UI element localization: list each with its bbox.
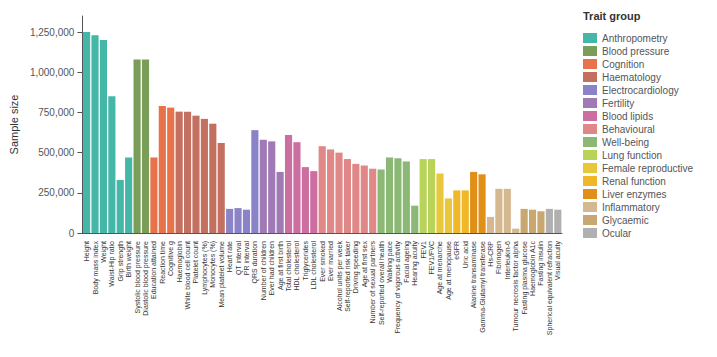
svg-text:Blood pressure: Blood pressure — [602, 46, 670, 57]
svg-text:Haemoglobin A1c: Haemoglobin A1c — [529, 241, 537, 296]
svg-text:Tumour necrosis factor alpha: Tumour necrosis factor alpha — [512, 241, 520, 331]
svg-text:Fasting insulin: Fasting insulin — [537, 241, 545, 286]
svg-text:Self-reported risk taker: Self-reported risk taker — [344, 240, 352, 311]
svg-text:PR interval: PR interval — [243, 241, 250, 276]
svg-text:Frequency of vigorous activity: Frequency of vigorous activity — [394, 241, 402, 334]
svg-text:Anthropometry: Anthropometry — [602, 33, 668, 44]
svg-text:Systolic blood pressure: Systolic blood pressure — [134, 241, 142, 313]
svg-text:Number of sexual partners: Number of sexual partners — [369, 241, 377, 324]
svg-text:QT interval: QT interval — [235, 241, 243, 276]
svg-text:White blood cell count: White blood cell count — [184, 241, 191, 310]
svg-text:Facial ageing: Facial ageing — [403, 241, 411, 283]
svg-text:Uric acid: Uric acid — [462, 241, 469, 268]
svg-text:Cognition: Cognition — [602, 59, 644, 70]
svg-text:Ever smoked: Ever smoked — [319, 241, 326, 282]
svg-text:Grip strength: Grip strength — [117, 241, 125, 282]
svg-text:Age at first sex: Age at first sex — [361, 241, 369, 288]
svg-text:eGFR: eGFR — [453, 241, 460, 260]
svg-text:HDL cholesterol: HDL cholesterol — [293, 241, 300, 291]
svg-text:Total cholesterol: Total cholesterol — [285, 241, 292, 292]
svg-text:Monocytes (%): Monocytes (%) — [209, 241, 217, 288]
svg-text:Haematology: Haematology — [602, 72, 661, 83]
svg-text:Hs-CRP: Hs-CRP — [487, 241, 494, 267]
svg-text:Ocular: Ocular — [602, 228, 632, 239]
svg-text:500,000: 500,000 — [38, 147, 75, 158]
svg-text:Height: Height — [83, 241, 91, 261]
svg-text:Sample size: Sample size — [8, 95, 20, 155]
svg-text:Fasting plasma glucose: Fasting plasma glucose — [521, 241, 529, 315]
svg-text:Platelet count: Platelet count — [192, 241, 199, 283]
svg-text:Mean platelet volume: Mean platelet volume — [218, 241, 226, 308]
svg-text:Electrocardiology: Electrocardiology — [602, 85, 679, 96]
svg-text:Ever had children: Ever had children — [268, 241, 275, 296]
svg-text:Driving speeding: Driving speeding — [352, 241, 360, 293]
svg-text:Education attained: Education attained — [150, 241, 157, 299]
svg-text:Blood lipids: Blood lipids — [602, 111, 653, 122]
svg-text:0: 0 — [69, 228, 75, 239]
svg-text:Interleukin-6: Interleukin-6 — [504, 241, 511, 280]
svg-text:Spherical equivalent refractio: Spherical equivalent refraction — [546, 241, 554, 335]
svg-text:Visual acuity: Visual acuity — [554, 241, 562, 281]
svg-text:QRS duration: QRS duration — [251, 241, 259, 284]
svg-text:Renal function: Renal function — [602, 176, 666, 187]
svg-text:FEV1/FVC: FEV1/FVC — [428, 241, 435, 274]
svg-text:FEV1: FEV1 — [420, 241, 427, 259]
svg-text:LDL cholesterol: LDL cholesterol — [310, 241, 317, 290]
svg-text:Gamma-Glutamyl transferase: Gamma-Glutamyl transferase — [479, 241, 487, 333]
svg-text:Liver enzymes: Liver enzymes — [602, 189, 666, 200]
svg-text:Alcohol units per week: Alcohol units per week — [336, 241, 344, 312]
svg-text:Well-being: Well-being — [602, 137, 649, 148]
svg-text:Walking pace: Walking pace — [386, 241, 394, 283]
svg-text:Reaction time: Reaction time — [159, 241, 166, 284]
svg-text:Fertility: Fertility — [602, 98, 634, 109]
svg-text:Cognitive g: Cognitive g — [167, 241, 175, 276]
svg-text:Waist-Hip ratio: Waist-Hip ratio — [108, 241, 116, 287]
svg-text:Self-reported overall health: Self-reported overall health — [378, 241, 386, 325]
svg-text:Body mass index: Body mass index — [92, 241, 100, 295]
svg-text:Female reproductive: Female reproductive — [602, 163, 694, 174]
svg-text:Diastolic blood pressure: Diastolic blood pressure — [142, 241, 150, 316]
svg-text:Trait group: Trait group — [583, 10, 641, 22]
svg-text:1,250,000: 1,250,000 — [30, 27, 75, 38]
svg-text:1,000,000: 1,000,000 — [30, 67, 75, 78]
svg-text:Lung function: Lung function — [602, 150, 662, 161]
svg-text:750,000: 750,000 — [38, 107, 75, 118]
svg-text:Lymphocytes (%): Lymphocytes (%) — [201, 241, 209, 295]
svg-text:250,000: 250,000 — [38, 187, 75, 198]
svg-text:Weight: Weight — [100, 241, 108, 263]
svg-text:Triglycerides: Triglycerides — [302, 241, 310, 281]
svg-text:Behavioural: Behavioural — [602, 124, 655, 135]
svg-text:Birth weight: Birth weight — [125, 241, 133, 278]
svg-text:Inflammatory: Inflammatory — [602, 202, 660, 213]
svg-text:Fibrinogen: Fibrinogen — [495, 241, 503, 274]
svg-text:Age at menopause: Age at menopause — [445, 241, 453, 300]
svg-text:Age at first birth: Age at first birth — [277, 241, 285, 290]
svg-text:Alanine transaminase: Alanine transaminase — [470, 241, 477, 308]
svg-text:Hearing acuity: Hearing acuity — [411, 241, 419, 286]
svg-text:Glycaemic: Glycaemic — [602, 215, 649, 226]
svg-text:Haemoglobin: Haemoglobin — [176, 241, 184, 282]
svg-text:Number of children: Number of children — [260, 241, 267, 300]
svg-text:Age at menarche: Age at menarche — [436, 241, 444, 294]
svg-text:Ever married: Ever married — [327, 241, 334, 281]
svg-text:Heart rate: Heart rate — [226, 241, 233, 272]
